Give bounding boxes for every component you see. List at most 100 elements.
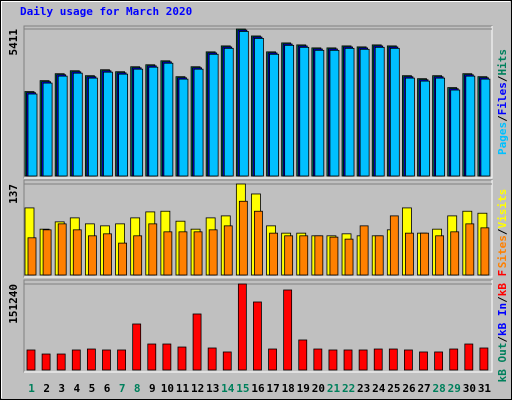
- bar: [238, 31, 249, 177]
- bar: [374, 46, 385, 177]
- bar: [299, 46, 310, 177]
- x-tick-label: 19: [297, 382, 310, 395]
- x-tick-label: 4: [74, 382, 81, 395]
- bar: [133, 235, 143, 276]
- bar: [420, 232, 429, 276]
- bar: [223, 225, 233, 276]
- legend-entry: Pages: [496, 122, 509, 155]
- x-tick-label: 29: [448, 382, 461, 395]
- bar: [314, 235, 324, 276]
- x-tick-label: 14: [221, 382, 235, 395]
- legend-entry: kB In: [496, 303, 509, 336]
- bar: [435, 77, 446, 177]
- bar: [405, 77, 415, 177]
- bar: [177, 346, 187, 371]
- bar: [26, 349, 36, 371]
- x-tick-label: 31: [478, 382, 492, 395]
- bar: [420, 80, 430, 177]
- bar: [358, 349, 368, 371]
- bar: [178, 231, 188, 276]
- bar: [450, 89, 461, 177]
- bar: [56, 353, 66, 371]
- bar: [133, 68, 144, 177]
- bar: [268, 348, 277, 371]
- bar: [71, 349, 81, 371]
- bar: [72, 229, 82, 276]
- bar: [222, 351, 232, 371]
- legend-entry: Sites: [496, 235, 509, 268]
- bar: [193, 231, 203, 276]
- legend-separator: /: [496, 228, 509, 235]
- bar: [450, 231, 460, 276]
- bar: [480, 78, 491, 177]
- x-tick-label: 5: [89, 382, 96, 395]
- y-tick-label: 137: [7, 184, 20, 204]
- x-tick-label: 18: [282, 382, 295, 395]
- y-tick-label: 5411: [7, 29, 20, 56]
- bar: [314, 49, 325, 177]
- bar: [223, 47, 234, 177]
- bar: [405, 232, 414, 276]
- bar: [148, 223, 158, 276]
- x-tick-label: 21: [327, 382, 341, 395]
- bar: [178, 78, 189, 177]
- x-tick-label: 13: [206, 382, 219, 395]
- bar: [269, 232, 278, 276]
- bar: [193, 68, 204, 177]
- bar: [298, 339, 308, 371]
- bar: [465, 75, 476, 177]
- bar: [388, 348, 398, 371]
- bar: [132, 323, 142, 371]
- bar: [284, 235, 294, 276]
- bar: [404, 349, 413, 371]
- x-tick-label: 27: [417, 382, 430, 395]
- legend-entry: Hits: [496, 49, 509, 76]
- legend: Pages/Files/Hits: [496, 49, 509, 155]
- legend: kB Out/kB In/kB F: [496, 270, 509, 383]
- legend-separator: /: [496, 336, 509, 343]
- plot-bevel: [24, 280, 493, 373]
- x-tick-label: 8: [134, 382, 141, 395]
- bar: [237, 283, 247, 371]
- bar: [283, 289, 293, 371]
- bar: [148, 66, 159, 177]
- bar: [328, 349, 338, 371]
- bar: [208, 53, 219, 177]
- x-tick-label: 24: [372, 382, 386, 395]
- bar: [87, 77, 98, 177]
- x-tick-label: 11: [176, 382, 190, 395]
- bar: [42, 229, 52, 276]
- legend-separator: /: [496, 75, 509, 82]
- bar: [27, 93, 38, 177]
- bar: [284, 44, 295, 177]
- x-tick-label: 2: [43, 382, 50, 395]
- x-tick-label: 15: [236, 382, 249, 395]
- bar: [254, 210, 263, 276]
- x-tick-label: 17: [266, 382, 279, 395]
- bar: [41, 353, 51, 371]
- y-tick-label: 151240: [7, 284, 20, 324]
- legend-separator: /: [496, 296, 509, 303]
- bar: [344, 47, 355, 177]
- bar: [86, 348, 96, 371]
- plot-bevel: [24, 180, 493, 278]
- bar: [163, 231, 173, 276]
- bar: [313, 348, 323, 371]
- x-tick-label: 20: [312, 382, 325, 395]
- bar: [449, 348, 459, 371]
- x-tick-label: 16: [251, 382, 265, 395]
- bar: [419, 351, 428, 371]
- x-tick-label: 30: [463, 382, 476, 395]
- chart-title: Daily usage for March 2020: [20, 5, 192, 18]
- bar: [479, 347, 489, 371]
- bar: [162, 343, 172, 371]
- bar: [118, 73, 128, 177]
- bar: [57, 75, 68, 177]
- legend-entry: kB Out: [496, 343, 509, 383]
- bar: [344, 238, 354, 276]
- x-tick-label: 3: [58, 382, 65, 395]
- x-tick-label: 26: [402, 382, 416, 395]
- bar: [27, 237, 37, 276]
